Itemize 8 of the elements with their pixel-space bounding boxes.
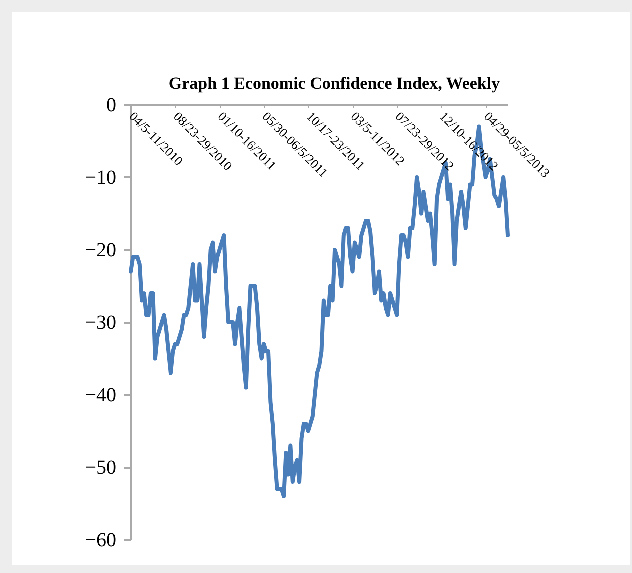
y-tick-label: −60	[85, 530, 116, 552]
y-tick-label: −40	[85, 384, 116, 406]
chart-title: Graph 1 Economic Confidence Index, Weekly	[168, 74, 501, 93]
y-tick-label: −50	[85, 457, 116, 479]
y-tick-label: 0	[106, 94, 116, 116]
y-tick-label: −30	[85, 312, 116, 334]
y-tick-label: −20	[85, 240, 116, 262]
y-tick-label: −10	[85, 167, 116, 189]
